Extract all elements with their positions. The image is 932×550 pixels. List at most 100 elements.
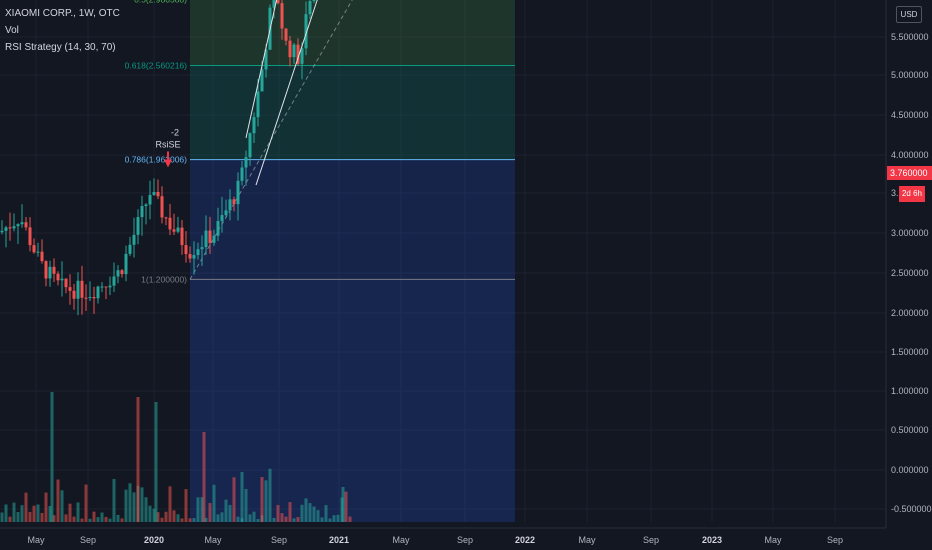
- symbol-title[interactable]: XIAOMI CORP., 1W, OTC: [5, 8, 120, 19]
- volume-bar: [124, 489, 128, 522]
- candle-body: [264, 49, 268, 70]
- volume-bar: [216, 514, 220, 522]
- volume-bar: [4, 504, 8, 522]
- volume-bar: [192, 518, 196, 522]
- volume-bar: [296, 516, 300, 522]
- candle-body: [96, 286, 100, 299]
- candle-body: [92, 297, 96, 299]
- time-tick-label: May: [204, 535, 222, 545]
- candle-body: [76, 280, 80, 299]
- fib-level-label: 1(1.200000): [141, 274, 187, 284]
- candle-body: [136, 217, 140, 235]
- volume-bar: [132, 492, 136, 522]
- volume-bar: [116, 514, 120, 522]
- volume-bar: [236, 516, 240, 522]
- candle-body: [100, 286, 104, 288]
- fib-labels: 0(4.760776)0.236(3.920432)0.382(3.400559…: [125, 0, 188, 284]
- fib-trend-line: [189, 0, 353, 280]
- candle-body: [108, 285, 112, 288]
- time-tick-label: May: [392, 535, 410, 545]
- candle-body: [212, 235, 216, 243]
- volume-bar: [200, 497, 204, 522]
- price-tick-label: 3.5: [891, 188, 904, 198]
- price-tick-label: 2.000000: [891, 308, 929, 318]
- volume-bar: [204, 517, 208, 522]
- candle-body: [260, 69, 264, 92]
- volume-bar: [202, 432, 206, 522]
- time-tick-label: Sep: [457, 535, 473, 545]
- volume-bar: [68, 503, 72, 522]
- volume-bar: [180, 518, 184, 522]
- time-tick-label: May: [578, 535, 596, 545]
- candle-body: [144, 204, 148, 207]
- grid: [0, 0, 886, 522]
- candle-body: [88, 297, 92, 299]
- volume-bar: [136, 397, 140, 522]
- candle-body: [156, 191, 160, 197]
- volume-bar: [154, 402, 158, 522]
- volume-bar: [88, 518, 92, 522]
- candle-body: [160, 196, 164, 218]
- candle-body: [8, 227, 12, 229]
- candle-body: [288, 40, 292, 58]
- candle-body: [276, 0, 280, 4]
- volume-bar: [92, 511, 96, 522]
- channel-upper-line: [245, 0, 278, 138]
- candle-body: [300, 48, 304, 64]
- volume-bar: [60, 490, 64, 522]
- price-tick-label: 2.500000: [891, 268, 929, 278]
- price-tick-label: 5.000000: [891, 70, 929, 80]
- volume-legend[interactable]: Vol: [5, 25, 19, 36]
- fib-level-label: 0.5(2.980388): [134, 0, 187, 4]
- volume-bar: [52, 515, 56, 522]
- trendlines: [245, 0, 318, 186]
- fib-level-label: 0.786(1.962006): [125, 155, 188, 165]
- volume-bar: [328, 518, 332, 522]
- signal-name: RsiSE: [155, 139, 180, 149]
- fib-level-label: 0.618(2.560216): [125, 61, 188, 71]
- candle-body: [204, 230, 208, 248]
- volume-bar: [268, 468, 272, 522]
- volume-bar: [232, 477, 236, 522]
- candle-body: [208, 230, 212, 243]
- volume-bar: [244, 488, 248, 522]
- volume-bar: [156, 512, 160, 522]
- candle-body: [200, 247, 204, 250]
- volume-bar: [336, 514, 340, 522]
- volume-bar: [140, 487, 144, 522]
- volume-bar: [288, 502, 292, 522]
- candle-body: [124, 253, 128, 275]
- volume-bar: [84, 484, 88, 522]
- candle-body: [280, 3, 284, 29]
- candle-body: [216, 221, 220, 236]
- signal-marker: -2 RsiSE: [155, 127, 181, 168]
- volume-bars: [0, 392, 352, 522]
- candle-body: [152, 191, 156, 195]
- volume-bar: [96, 517, 100, 522]
- volume-bar: [276, 504, 280, 522]
- candle-body: [24, 222, 28, 228]
- signal-value: -2: [171, 127, 179, 137]
- price-tick-label: 5.500000: [891, 32, 929, 42]
- candle-body: [140, 206, 144, 218]
- candle-body: [44, 261, 48, 279]
- strategy-legend[interactable]: RSI Strategy (14, 30, 70): [5, 42, 116, 53]
- candle-body: [28, 227, 32, 246]
- volume-bar: [144, 497, 148, 522]
- volume-bar: [36, 504, 40, 522]
- candle-body: [292, 44, 296, 58]
- volume-bar: [40, 512, 44, 522]
- currency-button[interactable]: USD: [896, 6, 922, 23]
- candle-body: [68, 287, 72, 291]
- time-tick-label: May: [27, 535, 45, 545]
- candle-body: [60, 278, 64, 281]
- volume-bar: [188, 518, 192, 522]
- volume-bar: [341, 487, 345, 522]
- volume-bar: [312, 506, 316, 522]
- volume-bar: [212, 484, 216, 522]
- candle-body: [164, 217, 168, 219]
- volume-bar: [128, 483, 132, 522]
- volume-bar: [20, 505, 24, 522]
- volume-bar: [104, 516, 108, 522]
